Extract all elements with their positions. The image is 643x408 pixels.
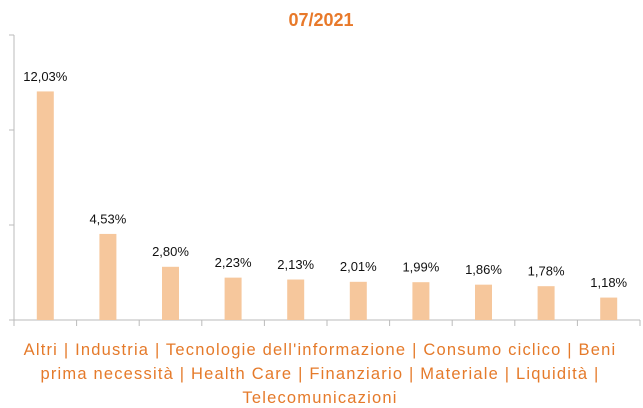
value-label: 1,86% (465, 262, 502, 277)
value-label: 1,18% (590, 275, 627, 290)
category-caption: Altri | Industria | Tecnologie dell'info… (23, 341, 617, 407)
value-label: 2,01% (340, 259, 377, 274)
value-label: 2,80% (152, 244, 189, 259)
chart-title: 07/2021 (288, 10, 353, 30)
value-label: 12,03% (23, 69, 68, 84)
bar (412, 282, 430, 320)
bar (475, 284, 492, 320)
value-label: 1,78% (528, 264, 565, 279)
bar (162, 266, 179, 320)
value-label: 1,99% (402, 260, 439, 275)
chart: 07/2021 12,03% 4,53% 2,80% 2,23% 2,13% 2,01% 1… (9, 10, 641, 326)
bar (287, 279, 305, 320)
value-label: 2,23% (215, 255, 252, 270)
bar (36, 91, 54, 321)
bar (537, 286, 555, 320)
value-label: 4,53% (89, 211, 126, 226)
bar (600, 297, 618, 320)
bar (99, 233, 117, 320)
bar (224, 277, 242, 320)
value-label: 2,13% (277, 257, 314, 272)
bar (349, 281, 367, 320)
